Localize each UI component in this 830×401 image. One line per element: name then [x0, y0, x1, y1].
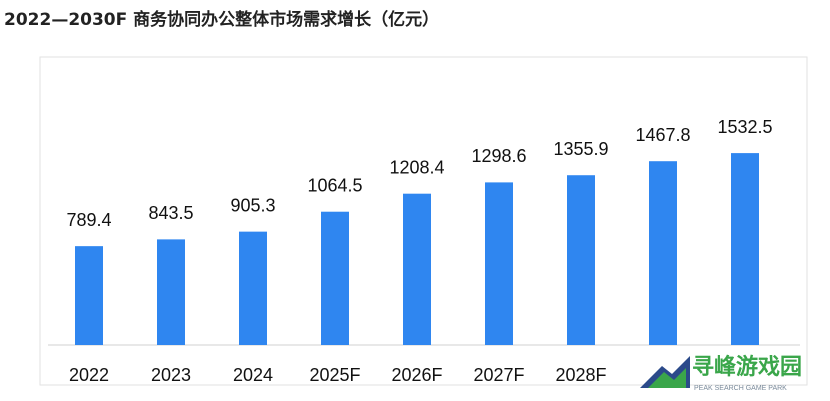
bar [75, 246, 103, 345]
value-label: 1355.9 [553, 139, 608, 159]
value-label: 1298.6 [471, 146, 526, 166]
watermark-logo-inner [648, 368, 686, 388]
watermark: 寻峰游戏园 PEAK SEARCH GAME PARK [640, 354, 802, 392]
plot-frame [39, 56, 808, 386]
value-label: 1467.8 [635, 125, 690, 145]
x-tick-label: 2026F [391, 365, 442, 385]
value-label: 1532.5 [717, 117, 772, 137]
value-label: 1208.4 [389, 157, 444, 177]
x-tick-label: 2028F [555, 365, 606, 385]
bar [567, 175, 595, 345]
bar [157, 239, 185, 345]
watermark-title: 寻峰游戏园 [692, 354, 802, 380]
value-label: 843.5 [148, 203, 193, 223]
x-tick-label: 2027F [473, 365, 524, 385]
bar [321, 211, 349, 345]
watermark-subtitle: PEAK SEARCH GAME PARK [694, 385, 787, 392]
x-tick-label: 2024 [233, 365, 273, 385]
value-label: 789.4 [66, 210, 111, 230]
bar [403, 193, 431, 345]
value-label: 905.3 [230, 195, 275, 215]
x-tick-label: 2022 [69, 365, 109, 385]
bar [731, 153, 759, 345]
x-tick-label: 2025F [309, 365, 360, 385]
bar [485, 182, 513, 345]
bar [649, 161, 677, 345]
x-tick-label: 2023 [151, 365, 191, 385]
value-label: 1064.5 [307, 175, 362, 195]
chart-title: 2022—2030F 商务协同办公整体市场需求增长（亿元） [4, 9, 439, 30]
bar [239, 231, 267, 345]
